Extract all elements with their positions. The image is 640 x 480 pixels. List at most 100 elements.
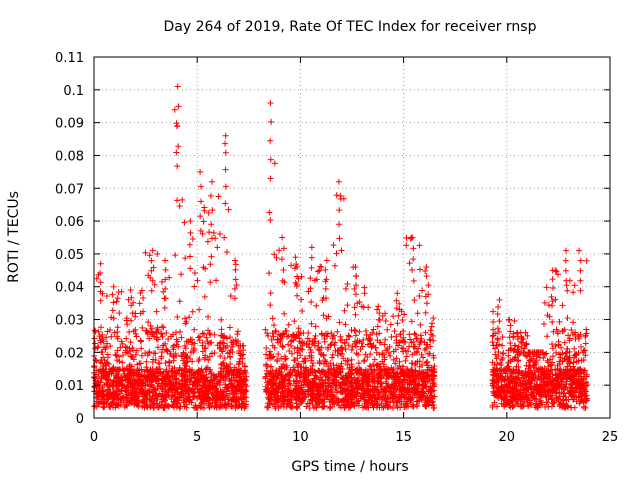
data-point	[306, 337, 313, 344]
data-point	[186, 241, 193, 248]
data-point	[142, 350, 149, 357]
data-point	[348, 346, 355, 353]
data-point	[114, 347, 121, 354]
y-tick-label: 0	[76, 412, 84, 427]
data-point	[382, 310, 389, 317]
data-point	[168, 333, 175, 340]
data-point	[123, 335, 130, 342]
data-point	[195, 369, 202, 376]
data-point	[135, 367, 142, 374]
data-point	[382, 317, 389, 324]
data-point	[167, 378, 174, 385]
data-point	[210, 229, 217, 236]
data-point	[292, 372, 299, 379]
data-point	[325, 363, 332, 370]
data-point	[142, 382, 149, 389]
data-point	[354, 300, 361, 307]
data-point	[307, 387, 314, 394]
data-point	[287, 381, 294, 388]
data-point	[370, 326, 377, 333]
data-point	[191, 270, 198, 276]
data-point	[302, 364, 309, 371]
data-point	[147, 388, 154, 395]
data-point	[143, 358, 150, 365]
data-point	[285, 332, 292, 339]
data-point	[229, 395, 236, 402]
data-point	[365, 387, 372, 394]
data-point	[131, 389, 138, 396]
data-point	[186, 393, 193, 400]
data-point	[109, 365, 116, 372]
data-point	[550, 285, 557, 292]
data-point	[577, 287, 584, 294]
data-point	[171, 364, 178, 371]
data-point	[563, 247, 570, 254]
data-point	[168, 367, 175, 374]
data-point	[103, 360, 110, 367]
data-point	[160, 368, 167, 375]
data-point	[142, 249, 149, 256]
data-point	[218, 326, 225, 333]
chart-title: Day 264 of 2019, Rate Of TEC Index for r…	[164, 19, 537, 35]
data-point	[410, 277, 417, 284]
data-point	[214, 244, 221, 251]
data-point	[345, 342, 352, 349]
data-point	[550, 353, 557, 360]
data-point	[426, 336, 433, 343]
data-point	[540, 321, 547, 328]
data-point	[200, 218, 207, 225]
data-point	[548, 293, 555, 300]
data-point	[159, 333, 166, 340]
data-point	[357, 346, 364, 353]
data-point	[263, 345, 270, 352]
data-point	[219, 348, 226, 355]
data-point	[270, 333, 277, 340]
data-point	[137, 388, 144, 395]
data-point	[292, 334, 299, 341]
data-point	[156, 360, 163, 367]
data-point	[403, 353, 410, 360]
data-point	[183, 318, 190, 325]
data-point	[233, 281, 240, 288]
data-point	[423, 300, 430, 307]
data-point	[166, 274, 173, 281]
data-point	[281, 365, 288, 372]
data-point	[337, 196, 344, 203]
data-point	[222, 183, 229, 190]
data-point	[205, 313, 212, 320]
data-point	[187, 265, 194, 272]
y-tick-label: 0.07	[55, 182, 84, 197]
data-point	[374, 401, 381, 408]
data-point	[206, 330, 213, 337]
data-point	[150, 404, 157, 411]
data-point	[351, 304, 358, 311]
data-point	[336, 207, 343, 214]
data-point	[549, 302, 556, 309]
data-point	[403, 242, 410, 249]
data-point	[98, 374, 105, 381]
data-point	[572, 351, 579, 358]
data-point	[514, 330, 521, 337]
data-point	[364, 354, 371, 361]
data-point	[368, 399, 375, 406]
data-points	[91, 83, 591, 412]
data-point	[323, 295, 330, 302]
data-point	[217, 396, 224, 403]
data-point	[146, 396, 153, 403]
data-point	[351, 389, 358, 396]
data-point	[562, 257, 569, 264]
data-point	[281, 394, 288, 401]
data-point	[264, 362, 271, 369]
data-point	[238, 396, 245, 403]
data-point	[315, 343, 322, 350]
data-point	[161, 304, 168, 311]
data-point	[93, 403, 100, 410]
data-point	[114, 295, 121, 302]
data-point	[266, 209, 273, 216]
data-point	[309, 362, 316, 369]
data-point	[152, 357, 159, 364]
data-point	[239, 387, 246, 394]
data-point	[322, 266, 329, 273]
data-point	[177, 389, 184, 396]
